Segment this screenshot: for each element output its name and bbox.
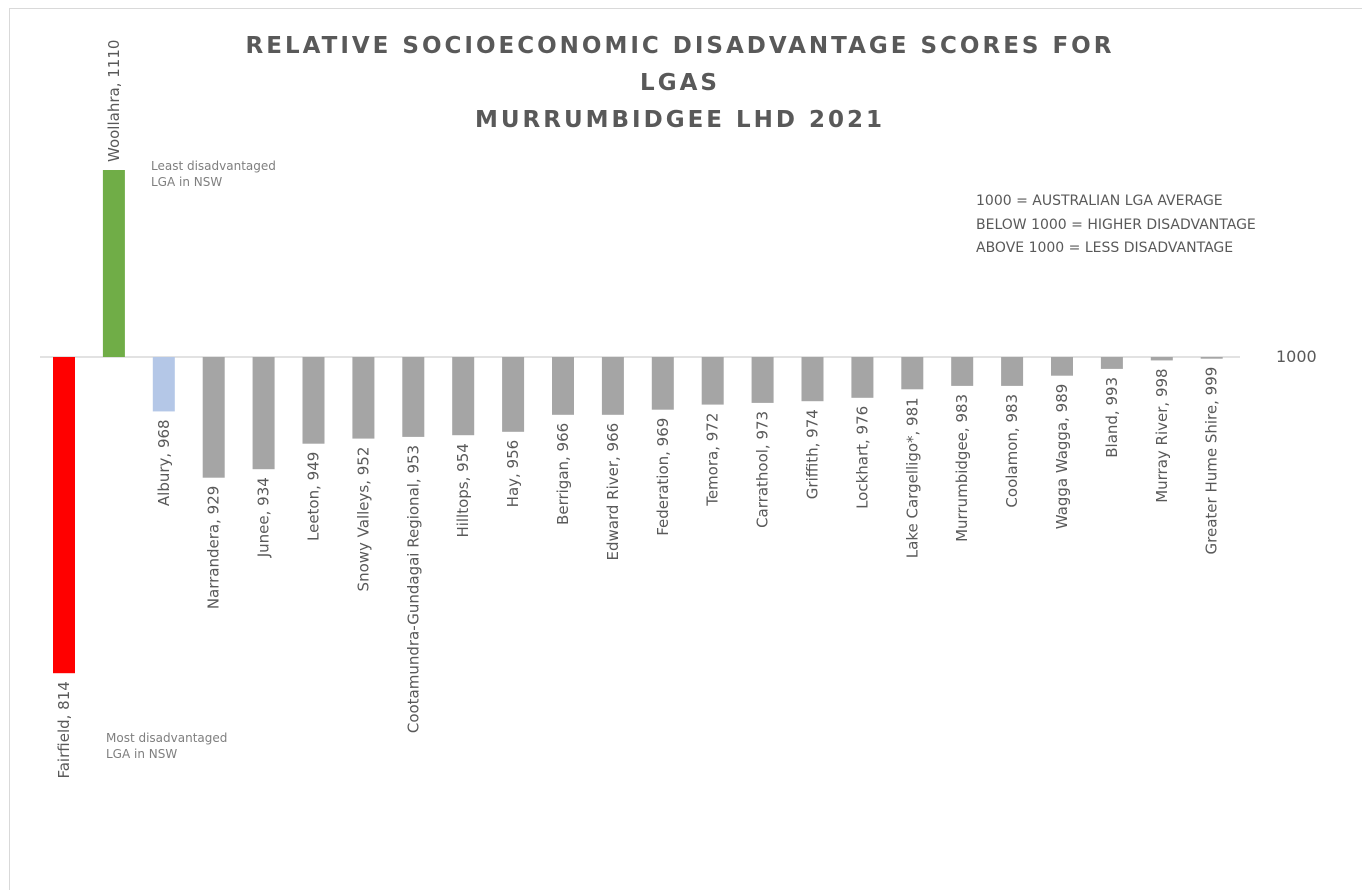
bar-lockhart (851, 357, 874, 398)
bar-label: Woollahra, 1110 (105, 40, 123, 162)
annotation-least-line-1: Least disadvantaged (151, 159, 276, 173)
chart-area (9, 8, 1362, 890)
bar-label: Federation, 969 (654, 418, 672, 536)
bar-label: Cootamundra-Gundagai Regional, 953 (404, 445, 422, 733)
bar-snowy-valleys (352, 357, 375, 439)
bar-label: Temora, 972 (704, 413, 722, 507)
scale-note-average: 1000 = AUSTRALIAN LGA AVERAGE (976, 193, 1223, 209)
bar-label: Narrandera, 929 (205, 486, 223, 609)
bar-murrumbidgee (951, 357, 974, 386)
bar-griffith (801, 357, 824, 402)
bar-label: Fairfield, 814 (55, 681, 73, 778)
bar-woollahra (102, 170, 125, 357)
annotation-most-disadvantaged: Most disadvantaged LGA in NSW (106, 730, 227, 762)
bar-label: Bland, 993 (1103, 377, 1121, 458)
bar-label: Coolamon, 983 (1003, 394, 1021, 508)
baseline-label: 1000 (1276, 347, 1317, 366)
bar-wagga-wagga (1051, 357, 1073, 376)
bar-berrigan (552, 357, 574, 415)
bar-label: Leeton, 949 (305, 452, 323, 541)
bar-label: Lockhart, 976 (853, 406, 871, 509)
bar-bland (1100, 357, 1123, 369)
bar-label: Albury, 968 (155, 419, 173, 506)
bar-label: Berrigan, 966 (554, 423, 572, 525)
bar-leeton (302, 357, 325, 444)
annotation-most-line-1: Most disadvantaged (106, 731, 228, 745)
bar-junee (252, 357, 275, 470)
scale-note: 1000 = AUSTRALIAN LGA AVERAGE BELOW 1000… (976, 190, 1256, 261)
bar-label: Carrathool, 973 (754, 411, 772, 528)
chart-title: RELATIVE SOCIOECONOMIC DISADVANTAGE SCOR… (230, 28, 1130, 139)
bar-label: Wagga Wagga, 989 (1053, 384, 1071, 530)
bar-cootamundra-gundagai-regional (402, 357, 425, 437)
bar-edward-river (601, 357, 624, 415)
scale-note-above: ABOVE 1000 = LESS DISADVANTAGE (976, 240, 1234, 256)
bar-label: Murrumbidgee, 983 (953, 394, 971, 542)
annotation-most-line-2: LGA in NSW (106, 747, 178, 761)
annotation-least-disadvantaged: Least disadvantaged LGA in NSW (151, 158, 276, 190)
bar-albury (152, 357, 175, 412)
bar-label: Griffith, 974 (804, 409, 822, 499)
bar-label: Lake Cargelligo*, 981 (903, 397, 921, 558)
bar-label: Greater Hume Shire, 999 (1203, 367, 1221, 555)
bar-narrandera (202, 357, 225, 478)
bar-lake-cargelligo (901, 357, 924, 390)
bar-label: Edward River, 966 (604, 423, 622, 561)
bar-label: Junee, 934 (255, 477, 273, 558)
bar-carrathool (751, 357, 774, 403)
chart-title-line-2: MURRUMBIDGEE LHD 2021 (474, 107, 886, 133)
bar-label: Snowy Valleys, 952 (354, 447, 372, 592)
bar-label: Murray River, 998 (1153, 368, 1171, 502)
bar-temora (701, 357, 724, 405)
scale-note-below: BELOW 1000 = HIGHER DISADVANTAGE (976, 216, 1256, 233)
bar-label: Hay, 956 (504, 440, 522, 508)
bar-label: Hilltops, 954 (454, 443, 472, 537)
bar-hay (502, 357, 525, 432)
annotation-least-line-2: LGA in NSW (151, 175, 223, 189)
chart-title-line-1: RELATIVE SOCIOECONOMIC DISADVANTAGE SCOR… (245, 33, 1115, 96)
bar-federation (651, 357, 674, 410)
bar-greater-hume-shire (1200, 357, 1223, 359)
bar-fairfield (53, 357, 75, 674)
bar-hilltops (452, 357, 475, 436)
bar-murray-river (1150, 357, 1173, 361)
bar-coolamon (1001, 357, 1024, 386)
